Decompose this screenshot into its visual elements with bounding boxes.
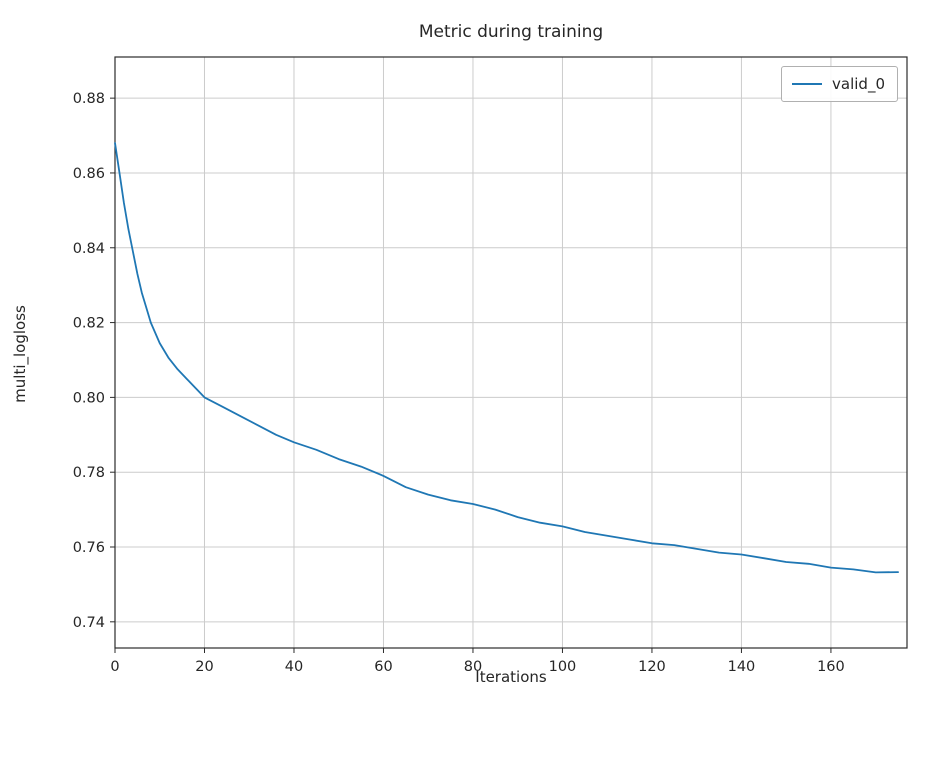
legend: valid_0 bbox=[781, 66, 898, 102]
x-tick-label: 60 bbox=[374, 659, 392, 675]
x-tick-label: 100 bbox=[549, 659, 577, 675]
chart-title: Metric during training bbox=[418, 22, 604, 42]
y-tick-label: 0.80 bbox=[73, 390, 105, 406]
plot-frame bbox=[114, 56, 908, 649]
x-axis-label: Iterations bbox=[475, 668, 547, 686]
legend-label: valid_0 bbox=[832, 75, 885, 93]
legend-line-sample bbox=[792, 83, 823, 85]
y-tick-label: 0.88 bbox=[73, 91, 105, 107]
x-tick-label: 120 bbox=[638, 659, 666, 675]
y-tick-label: 0.74 bbox=[73, 615, 105, 631]
x-tick-label: 80 bbox=[464, 659, 482, 675]
y-axis-label: multi_logloss bbox=[11, 305, 29, 403]
x-tick-label: 40 bbox=[285, 659, 303, 675]
y-tick-label: 0.76 bbox=[73, 540, 105, 556]
x-tick-label: 20 bbox=[195, 659, 213, 675]
y-tick-label: 0.82 bbox=[73, 316, 105, 332]
y-tick-label: 0.78 bbox=[73, 465, 105, 481]
y-tick-label: 0.86 bbox=[73, 166, 105, 182]
series-line-valid_0 bbox=[114, 142, 899, 574]
x-tick-label: 140 bbox=[728, 659, 756, 675]
x-tick-label: 160 bbox=[817, 659, 845, 675]
x-tick-label: 0 bbox=[110, 659, 119, 675]
y-tick-label: 0.84 bbox=[73, 241, 105, 257]
